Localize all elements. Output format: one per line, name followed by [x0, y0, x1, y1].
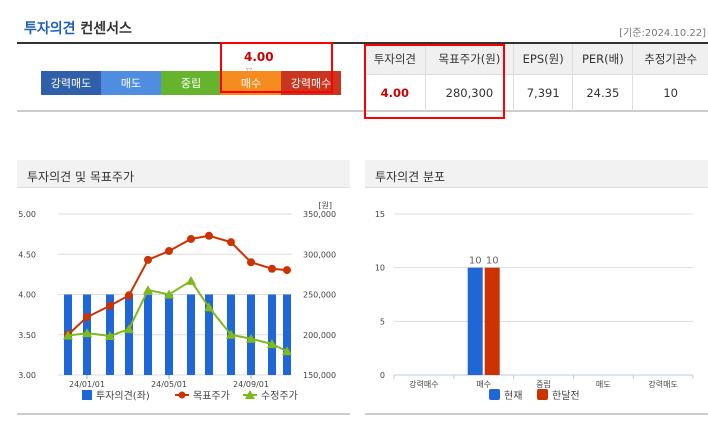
eps-cell: 7,391	[513, 74, 573, 111]
consensus-table: 투자의견 목표주가(원) EPS(원) PER(배) 추정기관수 4.00 28…	[365, 44, 708, 111]
opinion-segment: 강력매도	[41, 71, 101, 95]
y-tick: 5	[380, 317, 385, 326]
y-right-tick: 300,000	[303, 250, 336, 259]
y-right-tick: 250,000	[303, 291, 336, 300]
opinion-bar	[144, 294, 152, 375]
title-rest: 컨센서스	[75, 21, 132, 37]
y-left-tick: 3.50	[18, 331, 36, 340]
panel-title: 투자의견 및 목표주가	[17, 160, 350, 188]
adjusted-price-point	[164, 289, 174, 299]
distribution-bar	[484, 267, 500, 375]
y-right-unit: [원]	[318, 201, 332, 210]
target-price-point	[165, 247, 173, 256]
x-tick-label: 강력매도	[648, 379, 677, 389]
opinion-target-chart: 3.00 150,000 3.50 200,000 4.00 250,000 4.50 300…	[18, 201, 336, 402]
adjusted-price-point	[204, 302, 214, 312]
highlight-box	[220, 42, 333, 93]
adjusted-price-point	[246, 333, 256, 343]
target-price-point	[83, 313, 91, 322]
adjusted-price-point	[143, 285, 153, 295]
legend-swatch	[82, 390, 92, 400]
opinion-segment: 매도	[101, 71, 161, 95]
opinion-bar	[205, 294, 213, 375]
target-price-point	[144, 255, 152, 264]
y-right-tick: 200,000	[303, 331, 336, 340]
legend-label: 투자의견(좌)	[96, 390, 150, 402]
legend-label: 목표주가	[193, 390, 230, 402]
opinion-bar	[187, 294, 195, 375]
opinion-target-panel: 투자의견 및 목표주가 3.00 150,000 3.50 200,000 4.00 25…	[17, 160, 350, 415]
adjusted-price-point	[267, 339, 277, 349]
opinion-bar	[125, 294, 133, 375]
target-price-point	[187, 234, 195, 243]
x-tick-label: 강력매수	[409, 379, 438, 389]
col-header: 목표주가(원)	[424, 44, 514, 75]
y-left-tick: 3.00	[18, 371, 36, 380]
target-price-point	[205, 231, 213, 240]
col-header: PER(배)	[572, 44, 633, 75]
opinion-segment: 중립	[161, 71, 221, 95]
divider	[17, 110, 708, 112]
title-accent: 투자의견	[24, 21, 76, 37]
col-header: EPS(원)	[513, 44, 573, 75]
adjusted-price-point	[124, 324, 134, 334]
adjusted-price-point	[82, 328, 92, 338]
opinion-bar	[165, 294, 173, 375]
data-label: 10	[486, 256, 499, 267]
legend-swatch	[178, 391, 186, 399]
y-left-tick: 4.00	[18, 291, 36, 300]
per-cell: 24.35	[572, 74, 633, 111]
opinion-cell: 4.00	[380, 85, 410, 100]
col-header: 투자의견	[365, 44, 426, 75]
basis-date: [기준:2024.10.22]	[619, 28, 706, 39]
highlight-box	[364, 44, 505, 119]
legend-label: 현재	[504, 390, 522, 402]
y-right-tick: 150,000	[303, 371, 336, 380]
x-tick-label: 24/09/01	[233, 380, 269, 389]
analyst-count-cell: 10	[632, 74, 708, 111]
adjusted-price-point	[282, 346, 292, 356]
x-tick-label: 24/01/01	[69, 380, 105, 389]
opinion-bar	[283, 294, 291, 375]
x-tick-label: 24/05/01	[151, 380, 187, 389]
col-header: 추정기관수	[632, 44, 708, 75]
target-price-point	[106, 301, 114, 310]
target-price-point	[268, 264, 276, 273]
x-tick-label: 매수	[476, 380, 491, 389]
target-price-point	[283, 266, 291, 275]
opinion-bar	[268, 294, 276, 375]
target-price-point	[125, 291, 133, 300]
adjusted-price-point	[105, 330, 115, 340]
x-tick-label: 매도	[596, 380, 611, 389]
target-price-point	[247, 258, 255, 267]
adjusted-price-point	[186, 275, 196, 285]
legend-label: 한달전	[552, 390, 580, 402]
y-left-tick: 5.00	[18, 210, 36, 219]
target-price-cell: 280,300	[424, 74, 514, 111]
current-opinion-value: 4.00	[244, 50, 274, 64]
legend-swatch	[489, 389, 500, 400]
data-label: 10	[469, 256, 482, 267]
y-left-tick: 4.50	[18, 250, 36, 259]
y-tick: 10	[375, 264, 385, 273]
legend-swatch	[245, 390, 255, 399]
y-right-tick: 350,000	[303, 210, 336, 219]
target-price-point	[227, 238, 235, 247]
marker-icon: ▽	[246, 66, 252, 75]
adjusted-price-point	[63, 330, 73, 340]
y-tick: 15	[375, 210, 385, 219]
legend-swatch	[537, 389, 548, 400]
divider	[17, 42, 708, 44]
series-line-수정주가	[67, 279, 288, 353]
distribution-bar	[467, 267, 483, 375]
panel-title: 투자의견 분포	[365, 160, 708, 188]
x-tick-label: 중립	[536, 380, 551, 389]
y-tick: 0	[380, 371, 385, 380]
legend-label: 수정주가	[261, 390, 298, 402]
page-title: 투자의견 컨센서스	[24, 18, 132, 38]
adjusted-price-point	[226, 329, 236, 339]
